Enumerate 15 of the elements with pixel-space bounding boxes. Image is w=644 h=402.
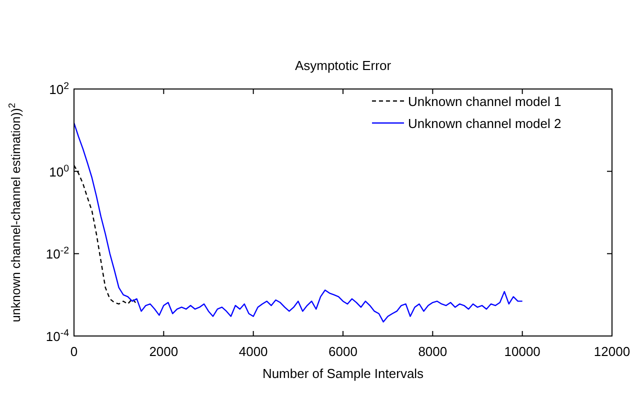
x-axis-title: Number of Sample Intervals	[262, 366, 424, 381]
x-tick-label: 0	[70, 344, 78, 359]
x-tick-label: 10000	[504, 344, 540, 359]
y-tick-label: 10$^{2}$	[49, 80, 69, 97]
x-tick-label: 4000	[238, 344, 268, 359]
legend-label: Unknown channel model 1	[408, 94, 562, 109]
chart-title: Asymptotic Error	[294, 58, 392, 73]
y-tick-label: 10$^{-2}$	[46, 245, 69, 262]
y-tick-label: 10$^{-4}$	[46, 328, 70, 344]
x-tick-label: 2000	[149, 344, 178, 359]
x-tick-label: 12000	[594, 344, 630, 359]
x-tick-label: 8000	[418, 344, 448, 359]
legend-label: Unknown channel model 2	[408, 116, 562, 131]
y-tick-label: 10$^{0}$	[49, 162, 70, 180]
x-tick-label: 6000	[328, 344, 358, 359]
